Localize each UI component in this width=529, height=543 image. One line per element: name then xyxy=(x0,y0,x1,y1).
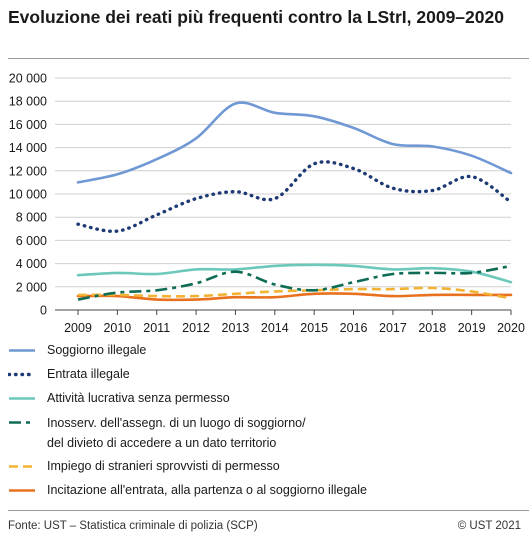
legend-swatch xyxy=(9,397,35,400)
y-axis-ticks: 0 2 000 4 000 6 000 8 000 10 000 12 000 14 000 1… xyxy=(9,72,47,318)
y-tick-label: 4 000 xyxy=(16,257,47,271)
legend-swatch xyxy=(9,421,35,424)
x-tick-label: 2014 xyxy=(261,321,289,335)
legend-label: Impiego di stranieri sprovvisti di perme… xyxy=(47,459,280,473)
legend-swatch xyxy=(9,465,35,468)
x-tick-label: 2020 xyxy=(497,321,525,335)
legend-swatch xyxy=(8,372,36,377)
x-tick-label: 2015 xyxy=(300,321,328,335)
legend-label-line: Inosserv. dell'assegn. di un luogo di so… xyxy=(47,416,306,430)
source-note: Fonte: UST – Statistica criminale di pol… xyxy=(8,520,258,532)
x-tick-label: 2012 xyxy=(182,321,210,335)
x-tick-label: 2011 xyxy=(143,321,170,335)
line-chart: 0 2 000 4 000 6 000 8 000 10 000 12 000 14 000 1… xyxy=(9,72,525,336)
legend-swatch xyxy=(9,349,35,352)
y-tick-label: 14 000 xyxy=(9,141,47,155)
y-tick-label: 0 xyxy=(40,304,47,318)
x-tick-label: 2018 xyxy=(418,321,446,335)
x-tick-label: 2009 xyxy=(64,321,92,335)
title-divider xyxy=(8,58,529,59)
y-tick-label: 8 000 xyxy=(16,211,47,225)
legend-label: Incitazione all'entrata, alla partenza o… xyxy=(47,483,367,497)
x-tick-label: 2010 xyxy=(103,321,131,335)
y-tick-label: 12 000 xyxy=(9,164,47,178)
x-axis-ticks: 2009 2010 2011 2012 2013 2014 2015 2016 2017 2018… xyxy=(64,310,525,335)
series-line-soggiorno-illegale xyxy=(76,101,513,184)
copyright-note: © UST 2021 xyxy=(457,520,521,532)
legend-swatch xyxy=(9,489,35,492)
y-tick-label: 10 000 xyxy=(9,188,47,202)
x-tick-label: 2019 xyxy=(458,321,486,335)
x-tick-label: 2013 xyxy=(222,321,250,335)
series-line-impiego-di-stranieri-sprovvisti-di-permesso xyxy=(77,286,512,300)
x-tick-label: 2016 xyxy=(340,321,368,335)
series-line-incitazione-all-entrata-alla-partenza-o-al-soggiorno-illegale xyxy=(76,292,513,302)
footer-divider xyxy=(8,510,529,511)
y-tick-label: 20 000 xyxy=(9,72,47,86)
chart-title: Evoluzione dei reati più frequenti contr… xyxy=(8,7,504,27)
legend-label: Inosserv. dell'assegn. di un luogo di so… xyxy=(47,414,306,453)
y-tick-label: 18 000 xyxy=(9,95,47,109)
legend-label: Entrata illegale xyxy=(47,367,130,381)
y-tick-label: 16 000 xyxy=(9,118,47,132)
series-line-attivita-lucrativa-senza-permesso xyxy=(76,263,513,284)
series-line-entrata-illegale xyxy=(76,160,513,234)
legend-label-line: del divieto di accedere a un dato territ… xyxy=(47,436,277,450)
series-line-inosserv-dell-assegn-di-un-luogo-di-soggiorno-del-divieto-di-accedere-a-un-dato-territorio xyxy=(77,264,512,301)
y-tick-label: 6 000 xyxy=(16,234,47,248)
legend-label: Attività lucrativa senza permesso xyxy=(47,391,230,405)
y-tick-label: 2 000 xyxy=(16,280,47,294)
legend-label: Soggiorno illegale xyxy=(47,343,147,357)
x-tick-label: 2017 xyxy=(379,321,407,335)
